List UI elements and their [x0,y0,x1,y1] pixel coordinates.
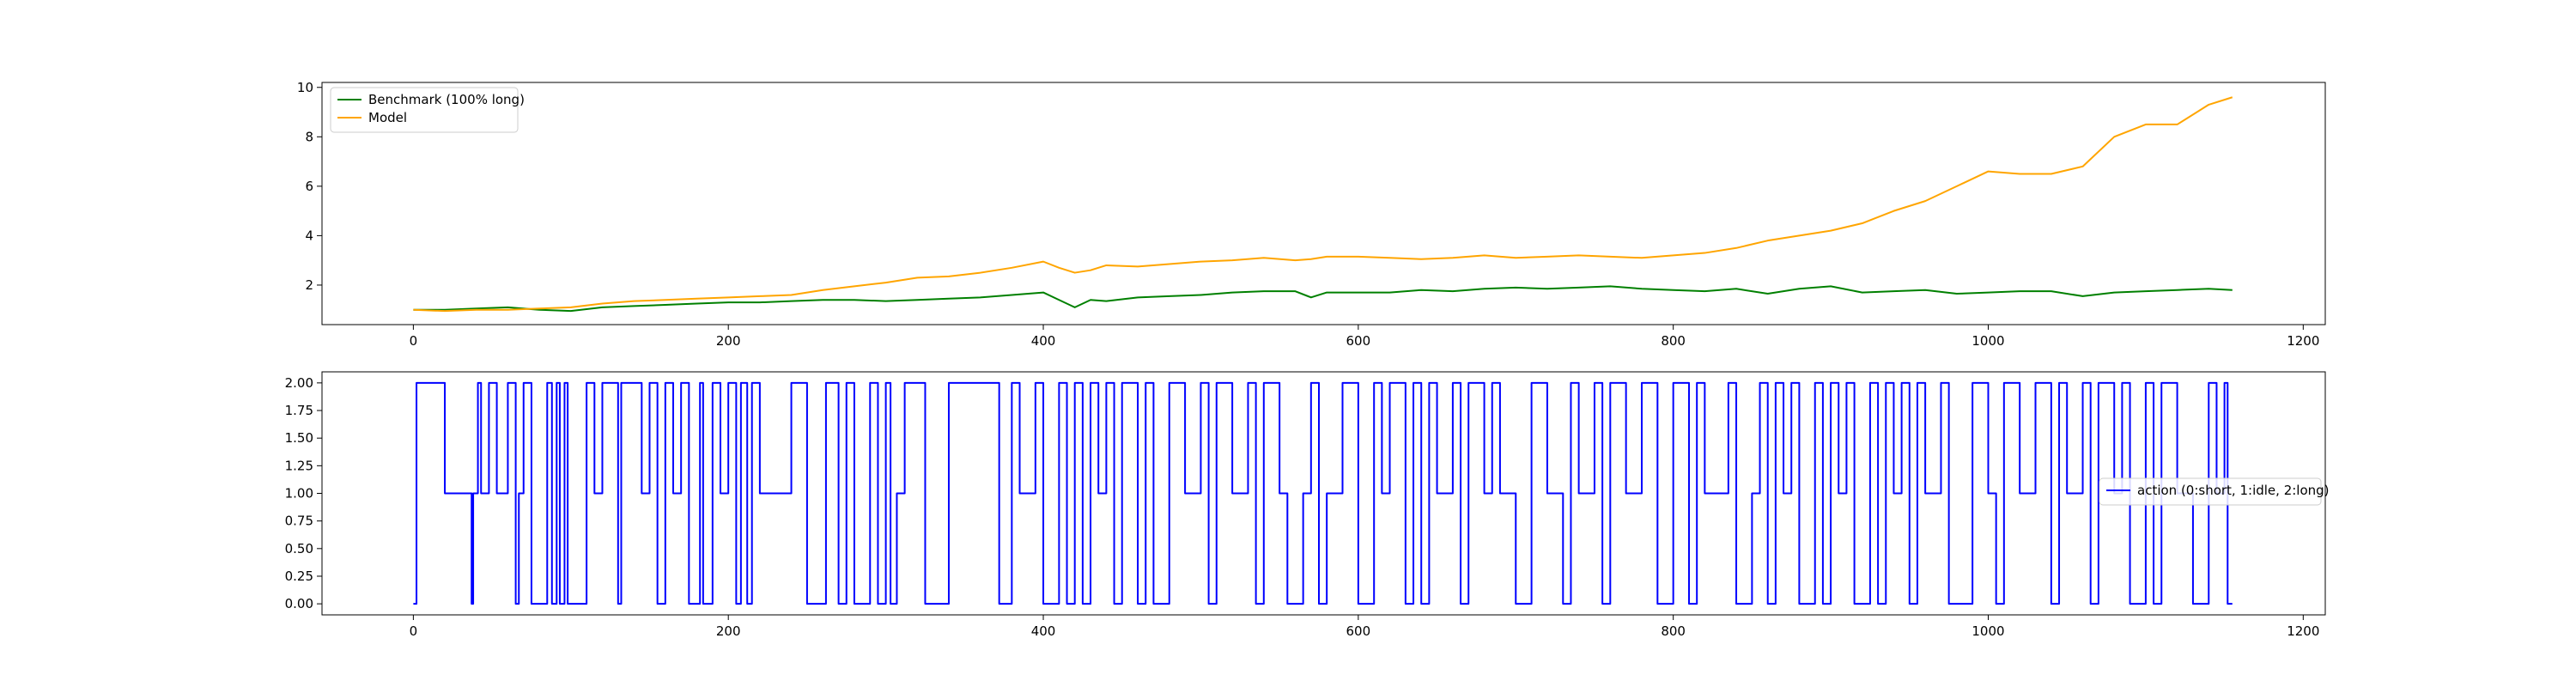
y-tick-label: 8 [305,129,313,144]
y-tick-label: 4 [305,228,313,243]
y-tick-label: 2 [305,277,313,293]
legend: action (0:short, 1:idle, 2:long) [2099,477,2330,506]
legend-label: Model [368,110,407,125]
legend-label: action (0:short, 1:idle, 2:long) [2137,483,2330,498]
y-tick-label: 1.50 [285,430,313,446]
x-tick-label: 1200 [2287,623,2319,639]
y-tick-label: 0.75 [285,514,313,529]
x-tick-label: 1200 [2287,333,2319,349]
legend-label: Benchmark (100% long) [368,92,525,107]
x-tick-label: 800 [1661,333,1686,349]
x-tick-label: 1000 [1971,333,2004,349]
legend: Benchmark (100% long) Model [330,87,525,133]
x-tick-label: 200 [716,623,741,639]
y-tick-label: 0.25 [285,568,313,584]
top-chart-panel: 0 200 400 600 800 1000 1200 2 4 6 8 10 Benchmark (10… [297,80,2326,349]
y-tick-label: 6 [305,179,313,194]
x-tick-label: 600 [1346,333,1371,349]
y-tick-label: 10 [297,80,313,95]
series-line-0-0 [413,285,2233,313]
y-tick-label: 0.00 [285,596,313,611]
legend-box [2099,477,2322,506]
x-tick-label: 400 [1031,333,1056,349]
bottom-chart-panel: 0 200 400 600 800 1000 1200 0.00 0.25 0.50 0.75 1.0… [285,371,2330,639]
x-tick-label: 800 [1661,623,1686,639]
y-tick-label: 1.25 [285,458,313,473]
x-tick-label: 0 [410,333,418,349]
y-tick-label: 2.00 [285,375,313,391]
x-tick-label: 200 [716,333,741,349]
x-tick-label: 600 [1346,623,1371,639]
x-tick-label: 1000 [1971,623,2004,639]
y-tick-label: 1.75 [285,403,313,418]
y-tick-label: 1.00 [285,486,313,502]
y-tick-label: 0.50 [285,541,313,556]
x-tick-label: 0 [410,623,418,639]
axes-frame [321,82,2326,325]
x-tick-label: 400 [1031,623,1056,639]
series-line-0-1 [413,96,2233,313]
legend-box [330,87,519,133]
series-line-1-0 [413,381,2233,605]
